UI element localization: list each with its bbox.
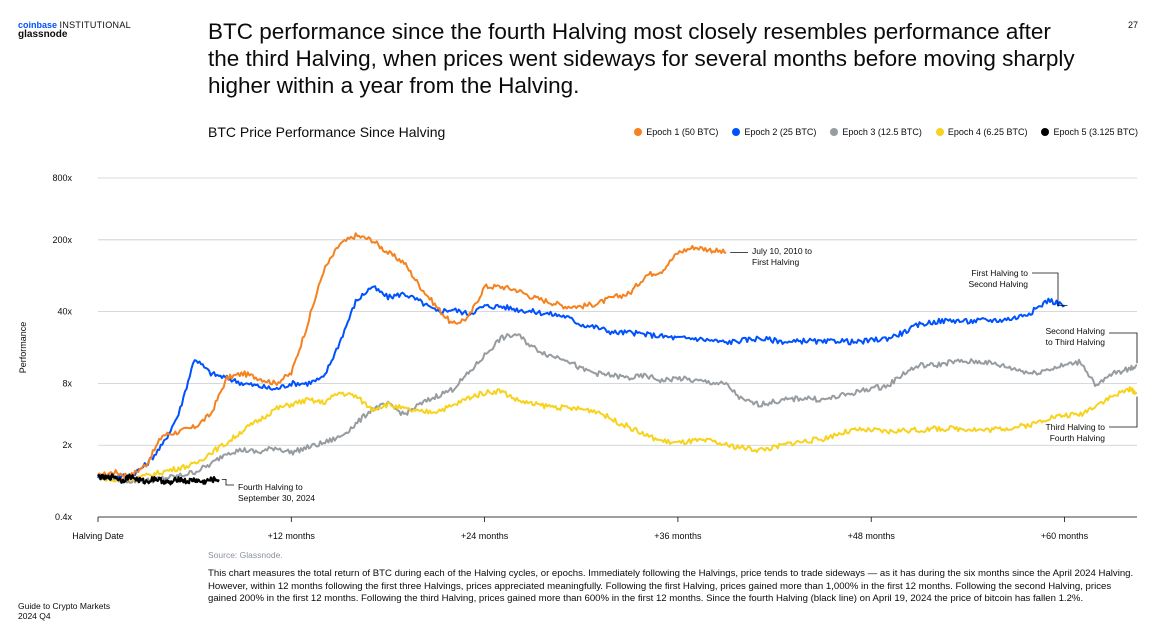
annotation-label: First Halving	[752, 257, 800, 267]
chart-source: Source: Glassnode.	[208, 550, 283, 560]
annotation-label: First Halving to	[971, 268, 1028, 278]
annotation-label: July 10, 2010 to	[752, 246, 812, 256]
legend-label: Epoch 5 (3.125 BTC)	[1053, 127, 1138, 137]
legend-item-epoch3: Epoch 3 (12.5 BTC)	[830, 127, 922, 137]
annotation-label: to Third Halving	[1046, 337, 1106, 347]
footer-period: 2024 Q4	[18, 611, 51, 621]
page-headline: BTC performance since the fourth Halving…	[208, 19, 1075, 98]
legend-swatch	[732, 128, 741, 136]
legend-label: Epoch 3 (12.5 BTC)	[842, 127, 922, 137]
x-tick-label: Halving Date	[72, 531, 124, 541]
series-epoch4-line	[97, 386, 1138, 483]
legend-swatch	[1041, 128, 1050, 136]
y-tick-label: 0.4x	[55, 512, 73, 522]
series-epoch3-line	[97, 333, 1138, 484]
annotation-label: Fourth Halving to	[238, 482, 303, 492]
y-tick-label: 800x	[52, 173, 72, 183]
footer-title: Guide to Crypto Markets	[18, 601, 111, 611]
legend-item-epoch1: Epoch 1 (50 BTC)	[634, 127, 718, 137]
legend-swatch	[935, 128, 944, 136]
x-tick-label: +60 months	[1041, 531, 1089, 541]
x-tick-label: +24 months	[461, 531, 509, 541]
annotation-leader	[221, 478, 234, 486]
y-tick-label: 40x	[57, 307, 72, 317]
annotation-label: Third Halving to	[1045, 422, 1105, 432]
series-epoch2-line	[97, 285, 1066, 480]
y-tick-label: 8x	[62, 378, 72, 388]
series-epoch5-line	[97, 473, 220, 486]
x-tick-label: +36 months	[654, 531, 702, 541]
annotation-leader	[1109, 332, 1138, 364]
y-tick-label: 200x	[52, 235, 72, 245]
chart-description: This chart measures the total return of …	[208, 568, 1134, 605]
annotation-label: September 30, 2024	[238, 493, 315, 503]
legend-item-epoch5: Epoch 5 (3.125 BTC)	[1041, 127, 1138, 137]
legend-label: Epoch 1 (50 BTC)	[646, 127, 719, 137]
x-tick-label: +12 months	[268, 531, 316, 541]
legend-item-epoch4: Epoch 4 (6.25 BTC)	[935, 127, 1028, 137]
brand-partner: glassnode	[18, 29, 68, 40]
brand-logo: coinbase INSTITUTIONAL glassnode	[18, 20, 131, 40]
x-tick-label: +48 months	[848, 531, 896, 541]
legend-label: Epoch 4 (6.25 BTC)	[947, 127, 1028, 137]
legend-swatch	[634, 128, 643, 136]
annotation-label: Second Halving	[968, 279, 1028, 289]
legend-label: Epoch 2 (25 BTC)	[744, 127, 817, 137]
chart-legend: Epoch 1 (50 BTC) Epoch 2 (25 BTC) Epoch …	[634, 127, 1138, 137]
page-number: 27	[1127, 20, 1138, 30]
chart-title: BTC Price Performance Since Halving	[208, 124, 446, 140]
legend-swatch	[830, 128, 839, 136]
annotation-leader	[1109, 396, 1138, 428]
annotation-leader	[1032, 272, 1068, 306]
legend-item-epoch2: Epoch 2 (25 BTC)	[732, 127, 816, 137]
brand-suffix: INSTITUTIONAL	[59, 20, 131, 30]
series-epoch1-line	[97, 232, 727, 480]
y-axis-label: Performance	[18, 322, 28, 374]
annotation-label: Fourth Halving	[1050, 433, 1106, 443]
y-tick-label: 2x	[62, 440, 72, 450]
report-footer: Guide to Crypto Markets 2024 Q4	[18, 601, 110, 621]
annotation-label: Second Halving	[1045, 326, 1105, 336]
brand-name: coinbase	[18, 20, 58, 30]
